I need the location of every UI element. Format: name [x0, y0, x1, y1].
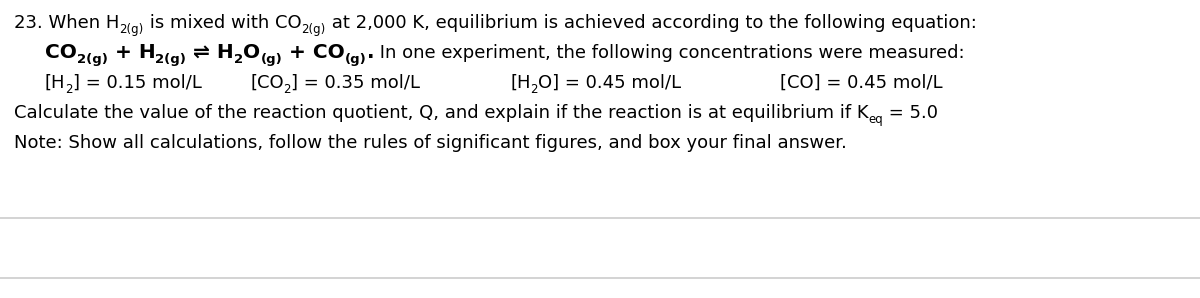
Text: O: O	[244, 43, 260, 62]
Text: 23. When H: 23. When H	[14, 14, 119, 32]
Text: eq: eq	[869, 113, 883, 126]
Text: 2: 2	[66, 83, 73, 96]
Text: (g): (g)	[344, 53, 367, 66]
Text: 2(g): 2(g)	[77, 53, 108, 66]
Text: Calculate the value of the reaction quotient, Q, and explain if the reaction is : Calculate the value of the reaction quot…	[14, 104, 869, 122]
Text: CO: CO	[46, 43, 77, 62]
Text: = 5.0: = 5.0	[883, 104, 938, 122]
Text: ] = 0.35 mol/L: ] = 0.35 mol/L	[292, 74, 420, 92]
Text: ] = 0.15 mol/L: ] = 0.15 mol/L	[73, 74, 202, 92]
Text: is mixed with CO: is mixed with CO	[144, 14, 301, 32]
Text: [CO: [CO	[250, 74, 283, 92]
Text: 2(g): 2(g)	[119, 23, 144, 36]
Text: 2(g): 2(g)	[156, 53, 186, 66]
Text: O] = 0.45 mol/L: O] = 0.45 mol/L	[538, 74, 682, 92]
Text: [H: [H	[510, 74, 530, 92]
Text: 2(g): 2(g)	[301, 23, 325, 36]
Text: (g): (g)	[260, 53, 282, 66]
Text: Note: Show all calculations, follow the rules of significant figures, and box yo: Note: Show all calculations, follow the …	[14, 134, 847, 152]
Text: 2: 2	[283, 83, 292, 96]
Text: 2: 2	[530, 83, 538, 96]
Text: + H: + H	[108, 43, 156, 62]
Text: [H: [H	[46, 74, 66, 92]
Text: ⇌ H: ⇌ H	[186, 43, 234, 62]
Text: at 2,000 K, equilibrium is achieved according to the following equation:: at 2,000 K, equilibrium is achieved acco…	[325, 14, 977, 32]
Text: In one experiment, the following concentrations were measured:: In one experiment, the following concent…	[374, 44, 965, 62]
Text: 2: 2	[234, 53, 244, 66]
Text: [CO] = 0.45 mol/L: [CO] = 0.45 mol/L	[780, 74, 943, 92]
Text: + CO: + CO	[282, 43, 344, 62]
Text: .: .	[367, 43, 374, 62]
